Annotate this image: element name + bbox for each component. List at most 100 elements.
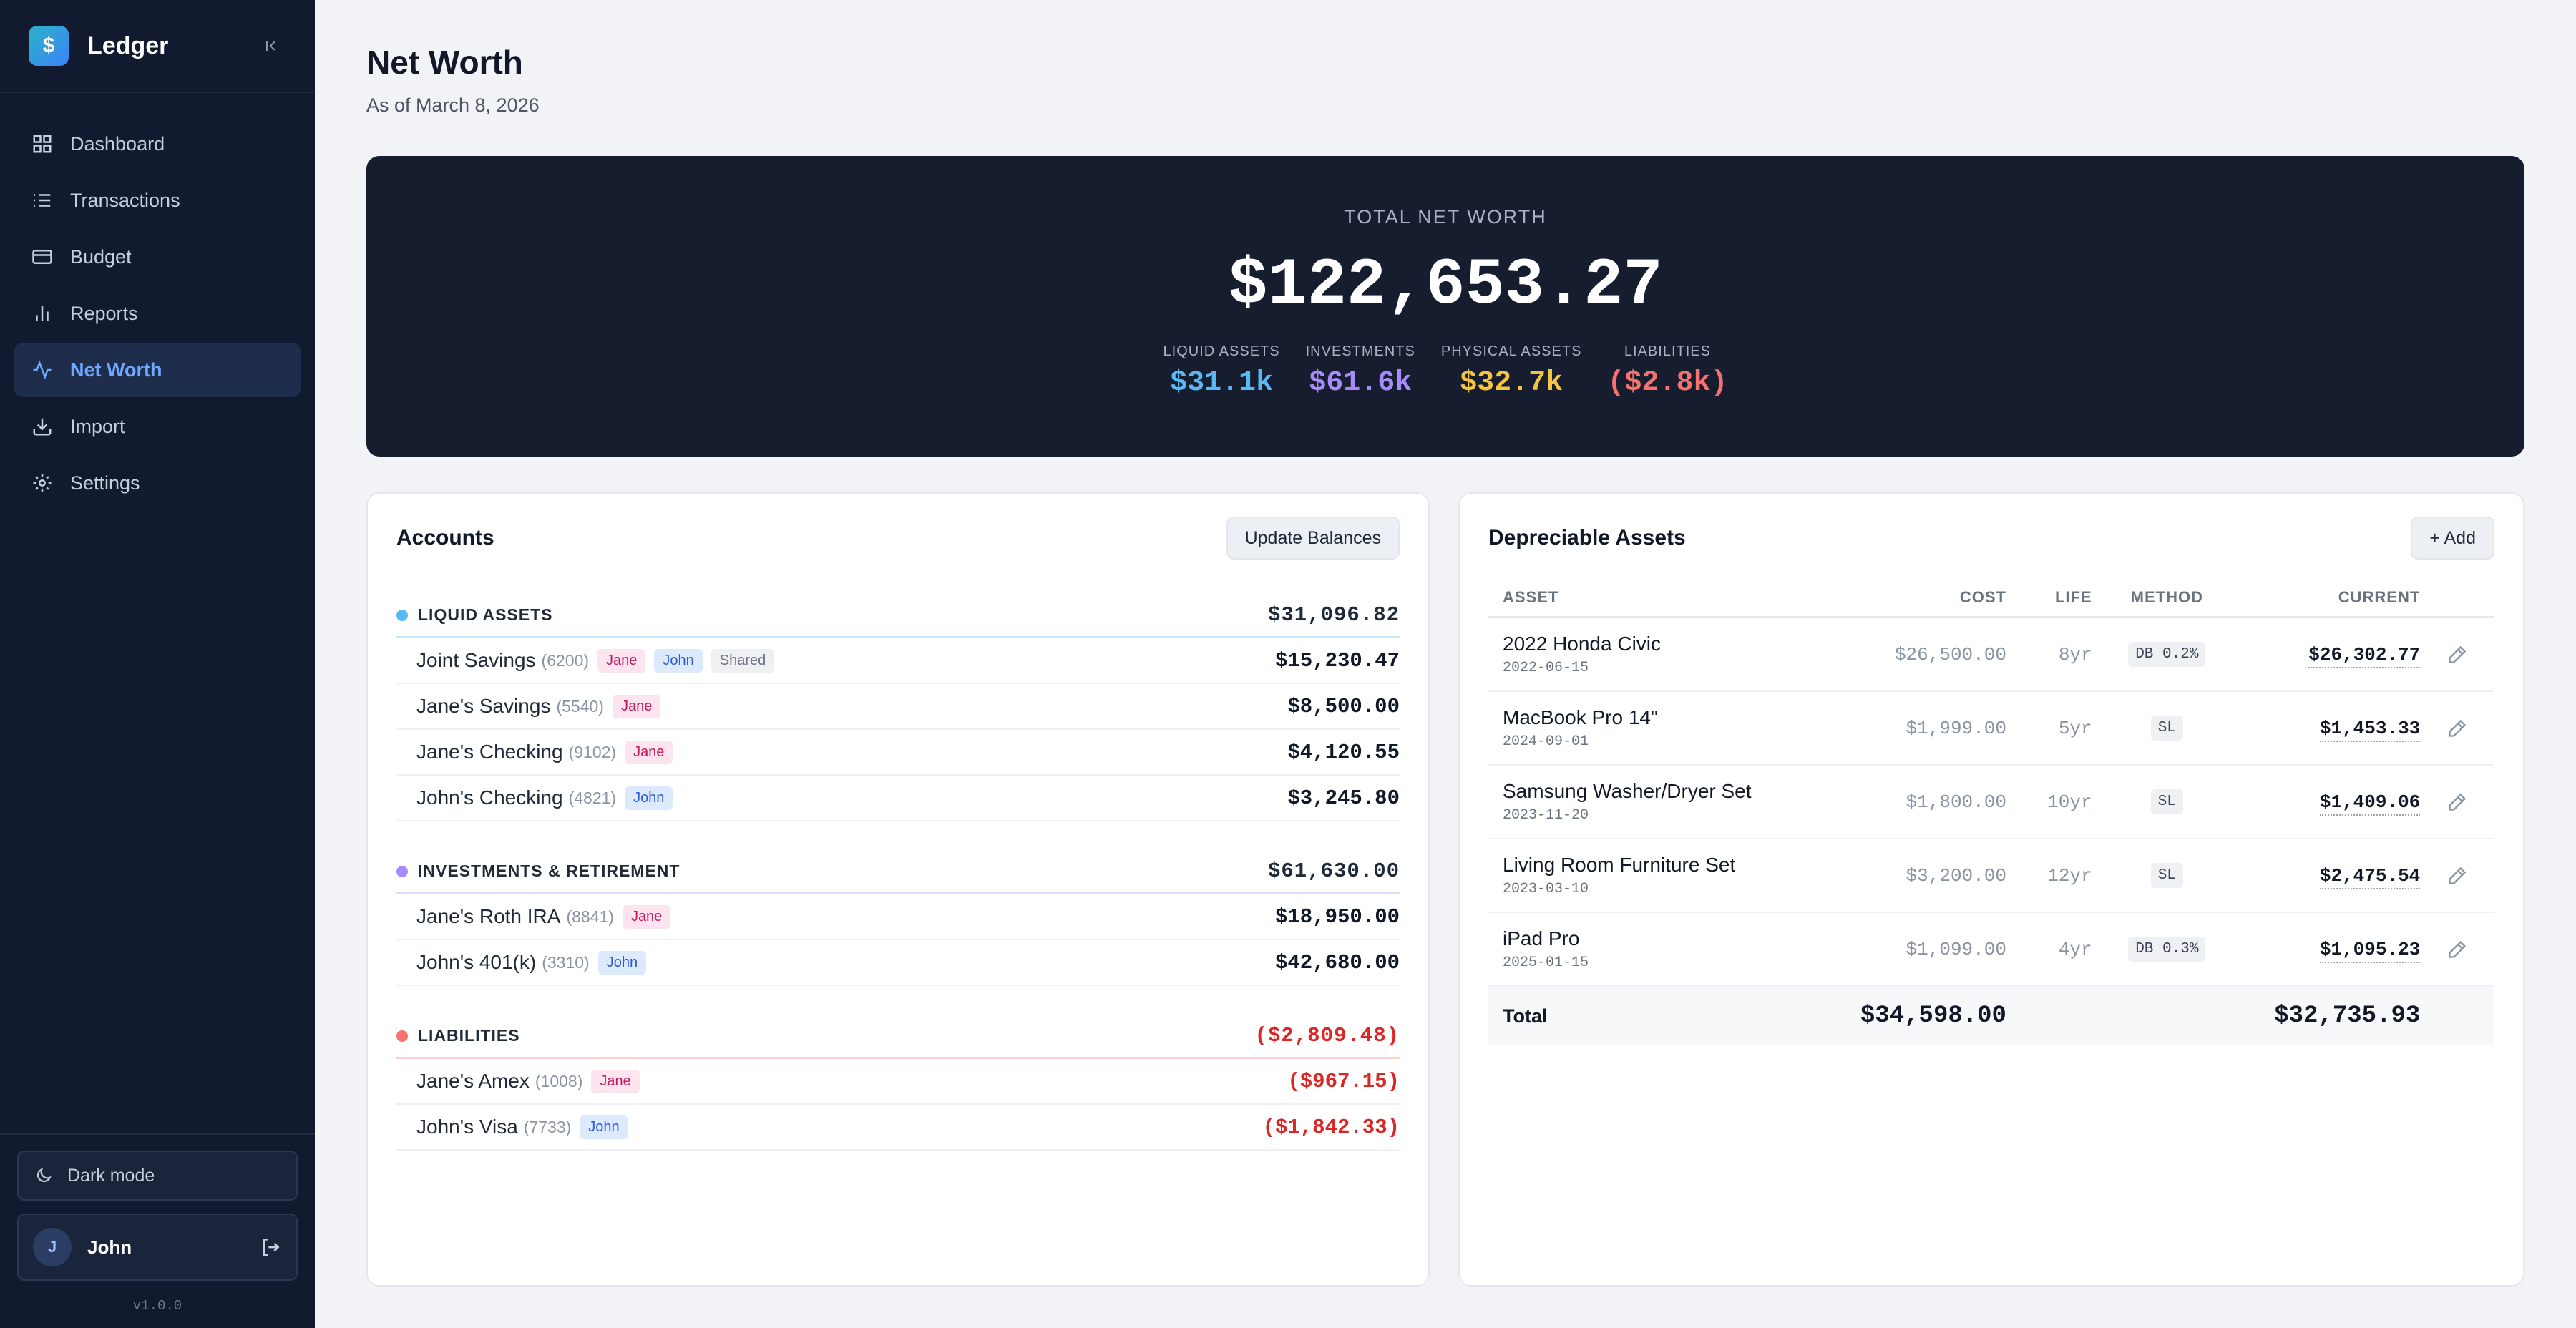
account-row[interactable]: Jane's Savings (5540) Jane $8,500.00 [396, 684, 1400, 730]
edit-icon[interactable] [2420, 866, 2494, 886]
table-row: MacBook Pro 14" 2024-09-01 $1,999.00 5yr SL $… [1488, 692, 2494, 766]
sidebar-item-dashboard[interactable]: Dashboard [14, 117, 301, 171]
account-number: (5540) [556, 696, 604, 716]
account-row[interactable]: John's 401(k) (3310) John $42,680.00 [396, 940, 1400, 986]
sidebar-item-label: Reports [70, 302, 138, 324]
account-row[interactable]: Jane's Checking (9102) Jane $4,120.55 [396, 730, 1400, 776]
header-cost: COST [1959, 587, 2006, 606]
assets-title: Depreciable Assets [1488, 526, 1686, 550]
asset-current-value[interactable]: $26,302.77 [2308, 643, 2421, 668]
group-name: LIABILITIES [418, 1026, 520, 1045]
group-total: $61,630.00 [1267, 859, 1400, 883]
stat-liquid-assets: LIQUID ASSETS $31.1k [1163, 343, 1280, 399]
account-name: John's Checking [416, 786, 563, 809]
asset-date: 2022-06-15 [1503, 660, 1589, 676]
account-row[interactable]: Jane's Amex (1008) Jane ($967.15) [396, 1059, 1400, 1105]
account-number: (9102) [568, 742, 617, 761]
list-icon [30, 188, 54, 213]
sidebar-item-label: Transactions [70, 189, 180, 211]
edit-icon[interactable] [2420, 718, 2494, 738]
owner-tag: Jane [625, 740, 673, 764]
download-icon [30, 414, 54, 439]
user-card: J John [17, 1214, 298, 1281]
stat-value: $31.1k [1170, 367, 1274, 399]
table-row: Samsung Washer/Dryer Set 2023-11-20 $1,800… [1488, 766, 2494, 839]
version-label: v1.0.0 [132, 1298, 182, 1314]
account-row[interactable]: John's Visa (7733) John ($1,842.33) [396, 1105, 1400, 1151]
account-number: (7733) [523, 1117, 572, 1136]
method-badge: DB 0.2% [2128, 642, 2206, 667]
total-net-worth-label: TOTAL NET WORTH [1344, 206, 1547, 228]
account-group-header: LIQUID ASSETS $31,096.82 [396, 594, 1400, 638]
asset-name: MacBook Pro 14" [1503, 706, 1658, 728]
asset-current-value[interactable]: $1,095.23 [2319, 938, 2421, 963]
owner-tag: John [625, 786, 673, 810]
sidebar-item-budget[interactable]: Budget [14, 230, 301, 284]
sidebar-item-reports[interactable]: Reports [14, 286, 301, 341]
dark-mode-toggle[interactable]: Dark mode [17, 1151, 298, 1201]
account-group-header: INVESTMENTS & RETIREMENT $61,630.00 [396, 850, 1400, 894]
account-row[interactable]: Jane's Roth IRA (8841) Jane $18,950.00 [396, 894, 1400, 940]
account-row[interactable]: Joint Savings (6200) Jane John Shared $15,230… [396, 638, 1400, 684]
credit-card-icon [30, 245, 54, 269]
owner-tag: John [597, 950, 647, 975]
account-number: (8841) [566, 907, 614, 926]
logout-icon[interactable] [259, 1236, 282, 1259]
sidebar-item-transactions[interactable]: Transactions [14, 173, 301, 228]
account-row[interactable]: John's Checking (4821) John $3,245.80 [396, 776, 1400, 821]
method-badge: SL [2150, 863, 2183, 888]
account-name: John's Visa [416, 1115, 518, 1138]
owner-tag: Jane [612, 694, 661, 718]
total-cost: $34,598.00 [1860, 1002, 2006, 1030]
moon-icon [34, 1166, 53, 1185]
accounts-card: Accounts Update Balances LIQUID ASSETS $3… [366, 492, 1430, 1286]
account-balance: $4,120.55 [1287, 740, 1400, 764]
stat-label: LIABILITIES [1624, 343, 1711, 359]
avatar: J [33, 1228, 72, 1266]
table-row: iPad Pro 2025-01-15 $1,099.00 4yr DB 0.3% $1,… [1488, 913, 2494, 987]
app-name: Ledger [87, 31, 169, 59]
owner-tag: Shared [711, 648, 775, 673]
sidebar-item-label: Dashboard [70, 132, 165, 155]
method-badge: SL [2150, 789, 2183, 814]
stat-value: ($2.8k) [1607, 367, 1728, 399]
asset-cost: $1,099.00 [1906, 938, 2006, 960]
dashboard-icon [30, 132, 54, 156]
stat-label: INVESTMENTS [1305, 343, 1415, 359]
group-total: ($2,809.48) [1254, 1024, 1400, 1048]
sidebar-item-net-worth[interactable]: Net Worth [14, 343, 301, 397]
table-row: 2022 Honda Civic 2022-06-15 $26,500.00 8yr D… [1488, 618, 2494, 692]
table-row: Living Room Furniture Set 2023-03-10 $3,20… [1488, 839, 2494, 913]
page-title: Net Worth [366, 44, 523, 81]
add-asset-button[interactable]: + Add [2411, 517, 2494, 560]
owner-tag: John [654, 648, 703, 673]
asset-date: 2024-09-01 [1503, 733, 1589, 750]
bar-chart-icon [30, 301, 54, 326]
asset-current-value[interactable]: $1,409.06 [2319, 791, 2421, 816]
edit-icon[interactable] [2420, 645, 2494, 665]
edit-icon[interactable] [2420, 939, 2494, 960]
asset-current-value[interactable]: $2,475.54 [2319, 864, 2421, 889]
stat-physical-assets: PHYSICAL ASSETS $32.7k [1441, 343, 1582, 399]
asset-name: Living Room Furniture Set [1503, 854, 1736, 876]
depreciable-assets-card: Depreciable Assets + Add ASSET COST LIFE… [1458, 492, 2524, 1286]
sidebar-item-import[interactable]: Import [14, 399, 301, 454]
edit-icon[interactable] [2420, 792, 2494, 812]
update-balances-button[interactable]: Update Balances [1226, 517, 1400, 560]
logo-icon: $ [29, 26, 69, 66]
assets-table: ASSET COST LIFE METHOD CURRENT 2022 Hond… [1488, 578, 2494, 1045]
group-name: INVESTMENTS & RETIREMENT [418, 861, 680, 880]
asset-life: 10yr [2047, 791, 2092, 813]
account-balance: ($967.15) [1287, 1069, 1400, 1093]
asset-life: 12yr [2047, 864, 2092, 887]
accounts-title: Accounts [396, 526, 494, 550]
sidebar-item-settings[interactable]: Settings [14, 456, 301, 510]
accounts-list: LIQUID ASSETS $31,096.82 Joint Savings (620… [396, 594, 1400, 1151]
account-number: (3310) [542, 952, 590, 972]
asset-cost: $3,200.00 [1906, 864, 2006, 887]
asset-cost: $1,800.00 [1906, 791, 2006, 813]
asset-current-value[interactable]: $1,453.33 [2319, 717, 2421, 742]
collapse-sidebar-icon[interactable] [258, 31, 286, 60]
group-total: $31,096.82 [1267, 603, 1400, 627]
account-name: Jane's Amex [416, 1070, 530, 1092]
